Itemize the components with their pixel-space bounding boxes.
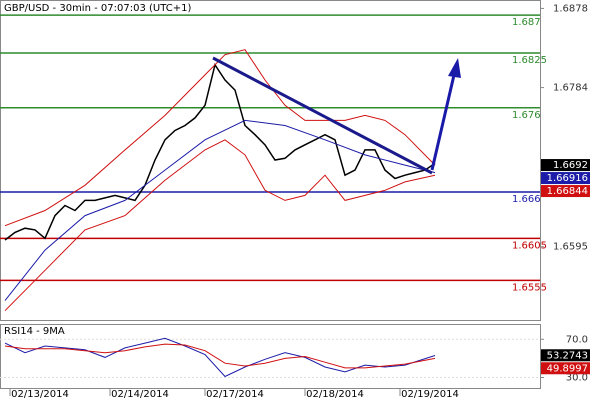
chart-title: GBP/USD - 30min - 07:07:03 (UTC+1): [4, 3, 191, 14]
x-tick-label: 02/17/2014: [206, 389, 264, 400]
y-tick-label: 1.6595: [553, 242, 588, 253]
plot-layer: [0, 14, 540, 378]
x-tick-label: 02/18/2014: [306, 389, 364, 400]
price-box-label: 49.8997: [547, 363, 588, 374]
y-tick-label: 1.6784: [553, 83, 588, 94]
price-box: [541, 172, 590, 185]
x-tick-label: 02/13/2014: [11, 389, 69, 400]
level-label: 1.666: [512, 194, 541, 205]
series-line: [4, 139, 436, 312]
x-tick-label: 02/14/2014: [111, 389, 169, 400]
rsi-panel: [0, 324, 541, 389]
level-label: 1.676: [512, 110, 541, 121]
level-label: 1.6605: [512, 240, 547, 251]
y-tick-label: 1.6878: [553, 3, 588, 14]
price-panel: [0, 0, 541, 321]
trend-line: [212, 56, 433, 175]
price-box-label: 1.66844: [547, 186, 588, 197]
rsi-title: RSI14 - 9MA: [4, 326, 65, 337]
price-box: [541, 159, 590, 172]
level-label: 1.6555: [512, 282, 547, 293]
series-line: [4, 343, 436, 369]
price-box-label: 1.66916: [547, 173, 588, 184]
price-box: [541, 362, 590, 375]
y-tick-label: 70.0: [566, 334, 588, 345]
level-label: 1.6825: [512, 55, 547, 66]
series-line: [4, 119, 436, 301]
price-box: [541, 185, 590, 198]
series-line: [4, 337, 436, 378]
y-tick-label: 30.0: [566, 372, 588, 383]
series-line: [4, 62, 436, 241]
arrow-head: [448, 58, 461, 78]
price-box-label: 1.6692: [553, 160, 588, 171]
price-box: [541, 349, 590, 362]
forecast-arrow: [430, 74, 456, 171]
level-label: 1.687: [512, 17, 541, 28]
price-box-label: 53.2743: [547, 350, 588, 361]
series-line: [4, 49, 436, 227]
x-tick-label: 02/19/2014: [401, 389, 459, 400]
